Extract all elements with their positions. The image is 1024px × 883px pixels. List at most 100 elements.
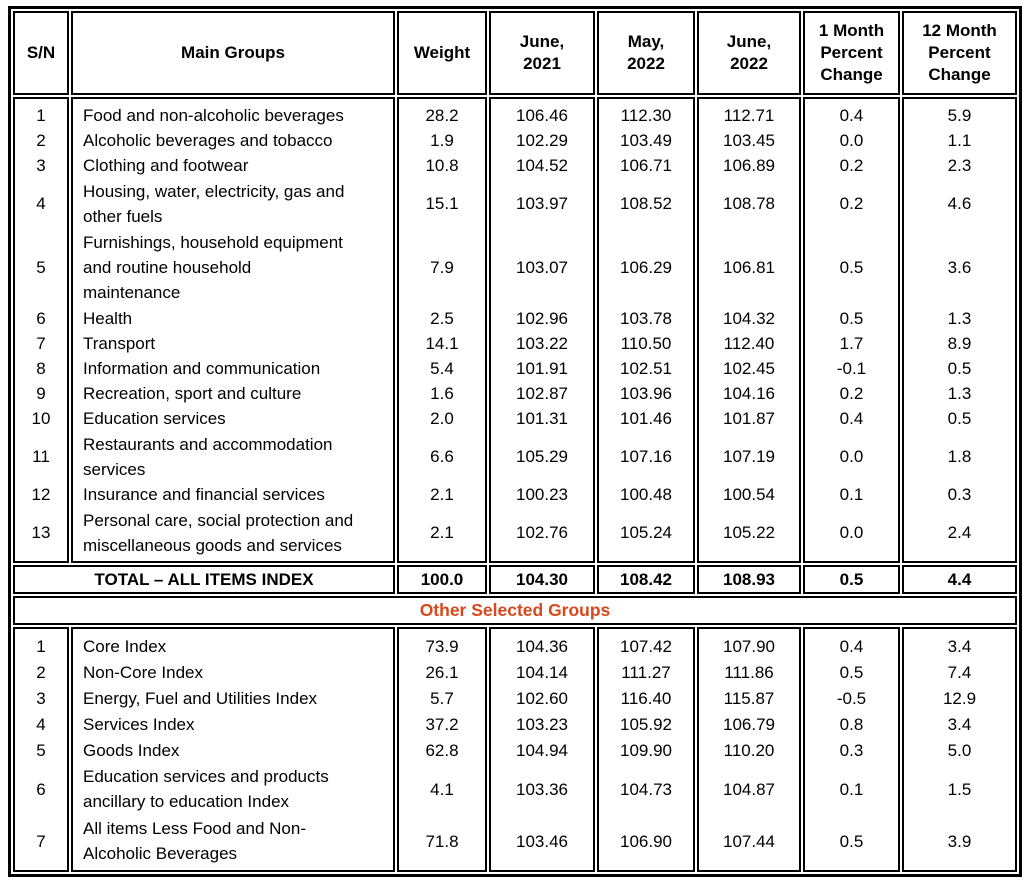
pct-1m-cell: 0.4 [839, 409, 864, 428]
group-name-cell: Information and communication [83, 359, 321, 378]
col-header-sn: S/N [13, 11, 69, 95]
pct-1m-cell: -0.5 [836, 688, 867, 708]
jun-2021-cell: 100.23 [516, 485, 568, 504]
pct-12m-cell: 1.3 [947, 309, 972, 328]
may-2022-cell: 112.30 [620, 106, 672, 125]
group-name-cell: Clothing and footwear [83, 156, 249, 175]
cpi-table: S/N Main Groups Weight June, 2021 May, 2… [8, 6, 1022, 877]
jun-2021-cell: 102.76 [516, 523, 568, 542]
sn-cell: 1 [36, 636, 46, 656]
sn-cell: 4 [36, 194, 46, 213]
pct-12m-cell: 2.3 [947, 156, 972, 175]
sn-cell: 7 [36, 831, 46, 851]
sn-cell: 3 [36, 688, 46, 708]
col-header-june-2022: June, 2022 [697, 11, 801, 95]
weight-cell: 26.1 [425, 662, 459, 682]
pct-12m-cell: 1.8 [947, 447, 972, 466]
may-2022-cell: 100.48 [620, 485, 672, 504]
pct-12m-cell: 0.3 [947, 485, 972, 504]
weight-cell: 14.1 [425, 334, 459, 353]
sn-cell: 1 [36, 106, 46, 125]
jun-2021-cell: 104.14 [516, 662, 568, 682]
total-row: TOTAL – ALL ITEMS INDEX 100.0 104.30 108… [13, 565, 1017, 594]
jun-2021-cell: 101.91 [516, 359, 568, 378]
pct-1m-cell: -0.1 [836, 359, 867, 378]
group-name-cell: Transport [83, 334, 156, 353]
column-jun-2022: 107.90 111.86 115.87 106.79 110.20 104.87 107.… [697, 627, 801, 872]
total-june-2022-cell: 108.93 [697, 565, 801, 594]
group-name-cell: Education services and products ancillar… [83, 767, 329, 811]
may-2022-cell: 106.90 [620, 831, 672, 851]
column-jun-2021: 104.36 104.14 102.60 103.23 104.94 103.36 103.… [489, 627, 595, 872]
group-name-cell: Restaurants and accommodation services [83, 434, 333, 479]
jun-2022-cell: 104.16 [723, 384, 775, 403]
total-may-2022-cell: 108.42 [597, 565, 695, 594]
pct-1m-cell: 0.5 [839, 662, 864, 682]
column-may-2022: 112.30 103.49 106.71 108.52 106.29 103.78 110.… [597, 97, 695, 563]
column-pct-1m: 0.4 0.5 -0.5 0.8 0.3 0.1 0.5 [803, 627, 900, 872]
sn-cell: 8 [36, 359, 46, 378]
weight-cell: 2.1 [430, 485, 454, 504]
group-name-cell: Energy, Fuel and Utilities Index [83, 688, 318, 708]
group-name-cell: Personal care, social protection and mis… [83, 510, 354, 555]
pct-12m-cell: 0.5 [947, 359, 972, 378]
col-header-12-month-pct: 12 Month Percent Change [902, 11, 1017, 95]
other-groups-header-row: Other Selected Groups [13, 596, 1017, 625]
weight-cell: 7.9 [430, 258, 454, 277]
sn-cell: 10 [31, 409, 51, 428]
main-groups-body: 1 2 3 4 5 6 7 8 9 10 11 12 13 Food and non-alcoholic … [13, 97, 1017, 563]
jun-2022-cell: 107.90 [723, 636, 775, 656]
pct-1m-cell: 0.8 [839, 714, 864, 734]
jun-2021-cell: 102.60 [516, 688, 568, 708]
weight-cell: 73.9 [425, 636, 459, 656]
jun-2021-cell: 103.23 [516, 714, 568, 734]
jun-2021-cell: 102.96 [516, 309, 568, 328]
sn-cell: 7 [36, 334, 46, 353]
pct-12m-cell: 8.9 [947, 334, 972, 353]
pct-12m-cell: 3.4 [947, 714, 972, 734]
jun-2021-cell: 102.87 [516, 384, 568, 403]
header-row: S/N Main Groups Weight June, 2021 May, 2… [13, 11, 1017, 95]
column-sn: 1 2 3 4 5 6 7 [13, 627, 69, 872]
weight-cell: 4.1 [430, 779, 454, 799]
jun-2021-cell: 104.94 [516, 740, 568, 760]
column-pct-1m: 0.4 0.0 0.2 0.2 0.5 0.5 1.7 -0.1 0.2 0.4 0.0 0.1 0.0 [803, 97, 900, 563]
group-name-cell: All items Less Food and Non- Alcoholic B… [83, 819, 306, 863]
col-header-may-2022: May, 2022 [597, 11, 695, 95]
may-2022-cell: 101.46 [620, 409, 672, 428]
total-label: TOTAL – ALL ITEMS INDEX [13, 565, 395, 594]
jun-2022-cell: 102.45 [723, 359, 775, 378]
pct-1m-cell: 0.2 [839, 194, 864, 213]
jun-2022-cell: 111.86 [724, 662, 774, 682]
column-name: Core Index Non-Core Index Energy, Fuel and… [71, 627, 395, 872]
sn-cell: 13 [31, 523, 51, 542]
jun-2022-cell: 108.78 [723, 194, 775, 213]
may-2022-cell: 110.50 [620, 334, 672, 353]
col-header-weight: Weight [397, 11, 487, 95]
col-header-june-2021: June, 2021 [489, 11, 595, 95]
pct-1m-cell: 0.3 [839, 740, 864, 760]
column-may-2022: 107.42 111.27 116.40 105.92 109.90 104.73 106.… [597, 627, 695, 872]
group-name-cell: Services Index [83, 714, 195, 734]
jun-2021-cell: 103.46 [516, 831, 568, 851]
jun-2021-cell: 103.22 [516, 334, 568, 353]
weight-cell: 15.1 [425, 194, 459, 213]
pct-12m-cell: 7.4 [947, 662, 972, 682]
sn-cell: 5 [36, 740, 46, 760]
pct-12m-cell: 0.5 [947, 409, 972, 428]
jun-2022-cell: 107.44 [723, 831, 775, 851]
pct-1m-cell: 1.7 [839, 334, 864, 353]
pct-12m-cell: 5.0 [947, 740, 972, 760]
weight-cell: 1.9 [430, 131, 454, 150]
may-2022-cell: 116.40 [620, 688, 672, 708]
pct-1m-cell: 0.0 [839, 131, 864, 150]
may-2022-cell: 109.90 [620, 740, 672, 760]
weight-cell: 28.2 [425, 106, 459, 125]
pct-12m-cell: 12.9 [942, 688, 977, 708]
column-name: Food and non-alcoholic beverages Alcoholi… [71, 97, 395, 563]
group-name-cell: Core Index [83, 636, 167, 656]
may-2022-cell: 107.16 [620, 447, 672, 466]
pct-12m-cell: 5.9 [947, 106, 972, 125]
jun-2021-cell: 103.07 [516, 258, 568, 277]
group-name-cell: Health [83, 309, 133, 328]
